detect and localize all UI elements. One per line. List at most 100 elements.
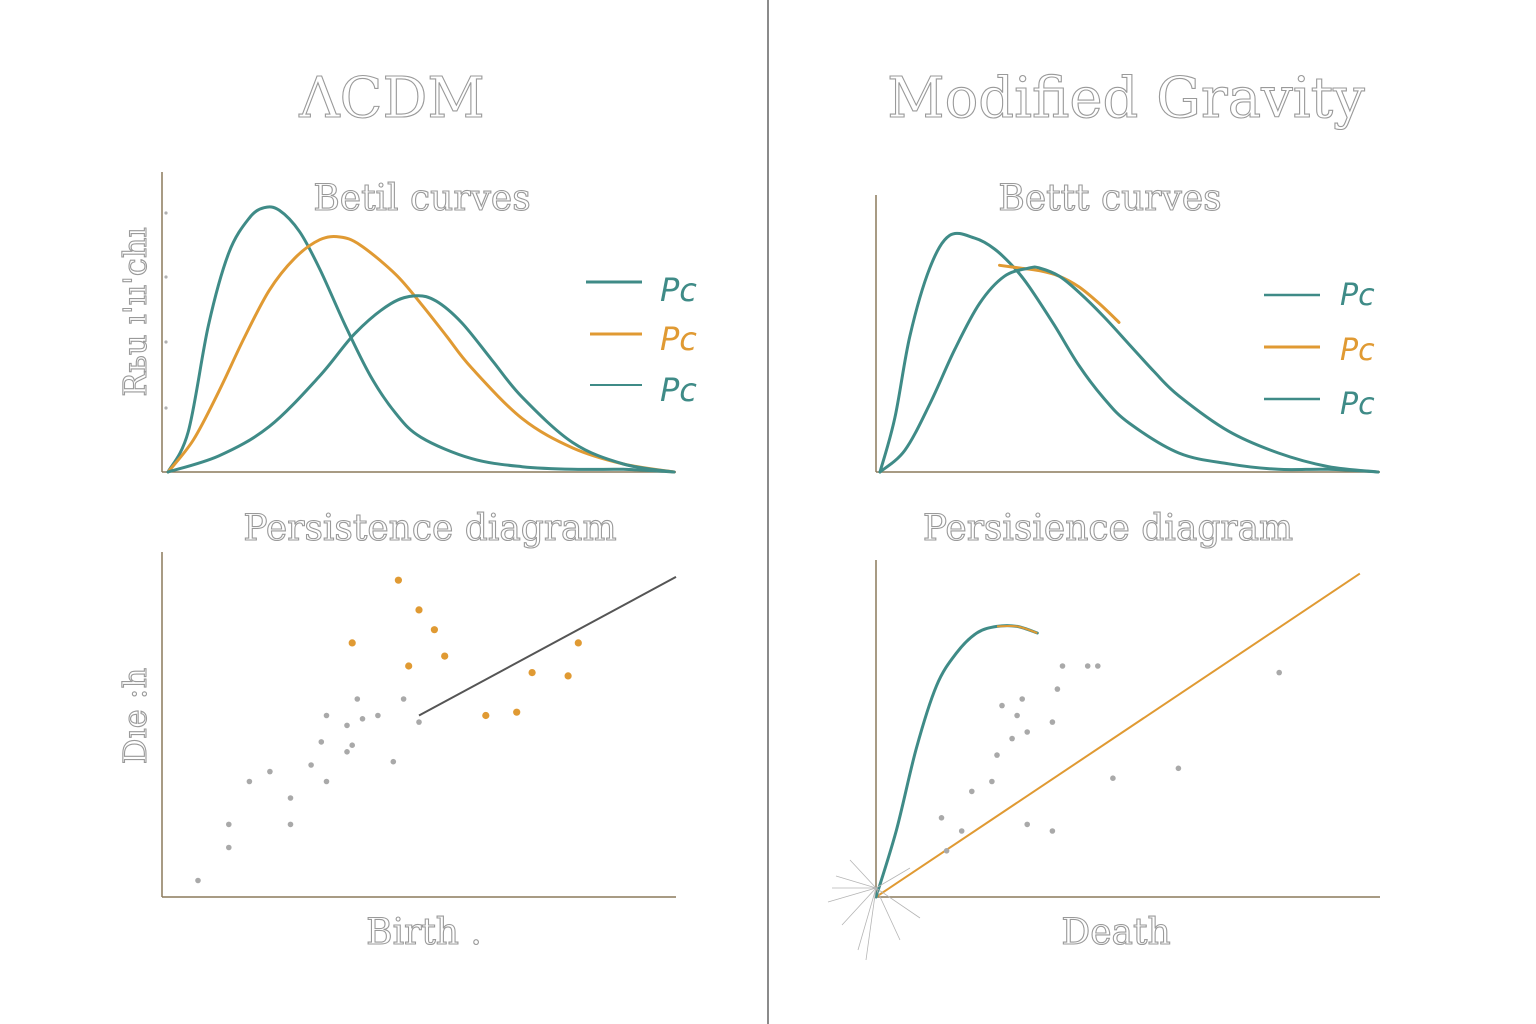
persistence-curve: [874, 624, 1039, 899]
gray-point: [267, 768, 273, 775]
y-tick: [164, 275, 168, 279]
gray-point: [958, 828, 965, 834]
betti-series-lines: [878, 231, 1380, 474]
gray-point: [400, 696, 407, 702]
gray-point: [1049, 719, 1056, 725]
gray-point: [349, 742, 356, 748]
orange-point: [574, 639, 582, 647]
persistence-chart: Persisience diagram Death: [827, 507, 1380, 961]
gray-point: [344, 749, 350, 755]
diagonal-line: [875, 572, 1361, 898]
y-tick: [164, 340, 168, 344]
orange-point: [528, 669, 536, 677]
gray-point: [226, 844, 232, 851]
gray-point: [1059, 663, 1066, 669]
legend: Pc Pc Pc: [586, 271, 697, 409]
panel-lcdm: ΛCDM Betil curves Rьu ı'ıı'chı Pc P: [115, 65, 697, 954]
legend-label: Pc: [660, 271, 697, 309]
gray-point: [1019, 696, 1025, 702]
chart-title: Betil curves: [313, 178, 530, 219]
gray-point: [226, 821, 232, 828]
gray-point: [195, 877, 201, 884]
gray-point: [943, 848, 950, 854]
gray-point: [323, 778, 330, 785]
gray-point: [375, 712, 381, 719]
y-tick: [164, 211, 168, 215]
legend-item: Pc: [590, 371, 697, 409]
gray-point: [246, 778, 253, 785]
gray-point: [1084, 663, 1091, 669]
gray-point: [969, 788, 975, 795]
persistence-marks: [195, 576, 677, 884]
gray-point: [390, 758, 397, 765]
y-axis-label: Dıe :h: [116, 668, 154, 764]
origin-scribble: [827, 859, 921, 961]
gray-point: [344, 722, 350, 729]
betti-curve-2: [166, 235, 676, 474]
legend-item: Pc: [1264, 333, 1375, 368]
orange-point: [415, 606, 423, 614]
persistence-marks: [874, 572, 1361, 899]
legend-label: Pc: [660, 371, 697, 409]
x-axis-label: Birth .: [366, 912, 482, 953]
betti-series-lines: [166, 205, 676, 474]
orange-point: [430, 626, 438, 634]
legend-label: Pc: [1340, 387, 1375, 422]
legend-item: Pc: [1264, 278, 1375, 313]
gray-point: [287, 821, 294, 828]
legend-label: Pc: [1340, 278, 1375, 313]
gray-point: [323, 712, 330, 719]
persistence-curve-tip: [996, 624, 1038, 634]
gray-point: [287, 795, 294, 801]
orange-point: [441, 652, 449, 660]
gray-point: [1049, 828, 1056, 834]
gray-point: [1110, 775, 1116, 781]
orange-point: [513, 708, 521, 716]
gray-point: [994, 752, 1000, 758]
y-axis-ticks: [164, 211, 168, 410]
gray-point: [1014, 712, 1020, 719]
orange-point: [405, 662, 413, 670]
legend: Pc Pc Pc: [1264, 278, 1375, 422]
gray-point: [938, 815, 945, 821]
x-axis-label: Death: [1061, 912, 1170, 953]
chart-title: Bettt curves: [998, 178, 1221, 219]
gray-point: [1054, 686, 1061, 692]
panel-modified-gravity: Modified Gravity Bettt curves Pc Pc Pc: [827, 65, 1380, 961]
gray-point: [354, 696, 361, 702]
legend-label: Pc: [660, 320, 697, 358]
orange-point: [564, 672, 572, 680]
gray-point: [1276, 669, 1282, 676]
y-tick: [164, 406, 168, 410]
legend-item: Pc: [586, 271, 697, 309]
persistence-chart: Persistence diagram Dıe :h Birth .: [115, 507, 677, 954]
gray-point: [989, 778, 995, 785]
gray-point: [1009, 735, 1015, 742]
panel-title: Modified Gravity: [887, 66, 1365, 131]
gray-point: [359, 716, 366, 722]
panel-title: ΛCDM: [298, 66, 485, 131]
orange-point: [394, 576, 402, 584]
gray-point: [1095, 663, 1101, 669]
legend-item: Pc: [590, 320, 697, 358]
chart-title: Persistence diagram: [243, 508, 616, 549]
gray-point: [308, 762, 314, 768]
gray-point: [999, 702, 1005, 709]
gray-point: [1024, 821, 1030, 828]
y-axis-label: Rьu ı'ıı'chı: [116, 227, 154, 396]
betti-chart: Bettt curves Pc Pc Pc: [875, 177, 1380, 474]
betti-chart: Betil curves Rьu ı'ıı'chı Pc Pc: [115, 172, 697, 474]
chart-title: Persisience diagram: [923, 508, 1293, 549]
orange-point: [482, 711, 490, 720]
orange-point: [348, 639, 356, 647]
betti-curve-3: [878, 265, 1380, 474]
legend-label: Pc: [1340, 333, 1375, 368]
betti-curve-3: [166, 294, 676, 474]
betti-curve-1: [166, 205, 676, 474]
gray-point: [416, 719, 422, 725]
gray-point: [1175, 765, 1182, 772]
scribble-stroke: [827, 859, 921, 961]
betti-curve-1: [878, 231, 1380, 474]
gray-point: [1024, 729, 1030, 735]
